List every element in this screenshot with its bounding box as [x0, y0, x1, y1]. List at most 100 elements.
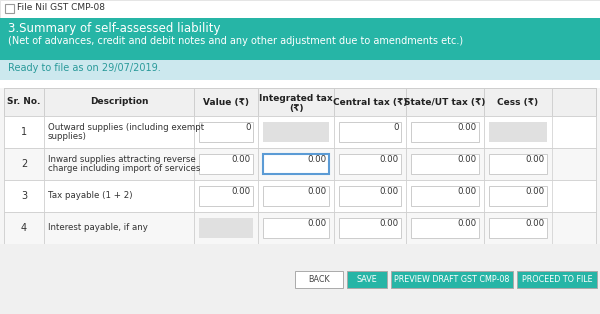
Bar — [411, 218, 479, 238]
Text: 0.00: 0.00 — [308, 219, 327, 229]
Text: 0.00: 0.00 — [526, 219, 545, 229]
Text: 0.00: 0.00 — [526, 155, 545, 165]
Bar — [199, 186, 253, 206]
Bar — [199, 154, 253, 174]
Bar — [0, 60, 600, 80]
Bar — [295, 270, 343, 288]
Bar — [4, 148, 44, 180]
Bar — [258, 180, 334, 212]
Bar — [4, 88, 596, 244]
Bar — [339, 122, 401, 142]
Bar — [339, 186, 401, 206]
Bar — [194, 88, 258, 116]
Bar — [411, 122, 479, 142]
Bar — [44, 116, 194, 148]
Text: 0.00: 0.00 — [458, 155, 477, 165]
Bar — [199, 218, 253, 238]
Bar — [4, 212, 596, 244]
Bar — [44, 212, 194, 244]
Text: 0.00: 0.00 — [308, 155, 327, 165]
Bar — [258, 212, 334, 244]
Bar — [4, 116, 44, 148]
Bar — [194, 180, 258, 212]
Bar — [4, 212, 44, 244]
Text: Central tax (₹): Central tax (₹) — [333, 98, 407, 106]
Text: Cess (₹): Cess (₹) — [497, 98, 539, 106]
Text: SAVE: SAVE — [356, 274, 377, 284]
Bar — [484, 116, 552, 148]
Bar — [0, 18, 600, 60]
Bar — [339, 154, 401, 174]
Text: 0: 0 — [245, 123, 251, 133]
Text: 0.00: 0.00 — [232, 155, 251, 165]
Text: 0: 0 — [394, 123, 399, 133]
Text: 2: 2 — [21, 159, 27, 169]
Text: (Net of advances, credit and debit notes and any other adjustment due to amendme: (Net of advances, credit and debit notes… — [8, 36, 463, 46]
Bar — [263, 186, 329, 206]
Bar — [334, 212, 406, 244]
Bar — [517, 270, 597, 288]
Text: Sr. No.: Sr. No. — [7, 98, 41, 106]
Text: Tax payable (1 + 2): Tax payable (1 + 2) — [48, 192, 133, 201]
Text: (₹): (₹) — [289, 104, 303, 113]
Text: 0.00: 0.00 — [458, 123, 477, 133]
Bar — [258, 116, 334, 148]
Text: 0.00: 0.00 — [458, 187, 477, 197]
Bar — [484, 180, 552, 212]
Text: 3: 3 — [21, 191, 27, 201]
Text: Value (₹): Value (₹) — [203, 98, 249, 106]
Bar — [489, 154, 547, 174]
Bar — [484, 88, 552, 116]
Text: File Nil GST CMP-08: File Nil GST CMP-08 — [17, 3, 105, 13]
Text: State/UT tax (₹): State/UT tax (₹) — [404, 98, 485, 106]
Text: 0.00: 0.00 — [380, 219, 399, 229]
Text: Inward supplies attracting reverse: Inward supplies attracting reverse — [48, 155, 196, 164]
Bar — [334, 116, 406, 148]
Text: Integrated tax: Integrated tax — [259, 94, 333, 103]
Text: 4: 4 — [21, 223, 27, 233]
Bar — [489, 186, 547, 206]
Text: charge including import of services: charge including import of services — [48, 164, 200, 173]
Bar — [0, 244, 600, 314]
Bar — [0, 0, 600, 18]
Bar — [258, 88, 334, 116]
Bar — [347, 270, 387, 288]
Bar — [391, 270, 513, 288]
Bar — [489, 218, 547, 238]
Bar — [0, 80, 600, 88]
Bar — [339, 218, 401, 238]
Text: 0.00: 0.00 — [308, 187, 327, 197]
Text: Description: Description — [90, 98, 148, 106]
Bar — [258, 148, 334, 180]
Bar — [484, 148, 552, 180]
Text: Interest payable, if any: Interest payable, if any — [48, 224, 148, 232]
Bar — [406, 212, 484, 244]
Text: 1: 1 — [21, 127, 27, 137]
Text: PROCEED TO FILE: PROCEED TO FILE — [521, 274, 592, 284]
Bar — [406, 88, 484, 116]
Bar — [411, 186, 479, 206]
Bar — [406, 116, 484, 148]
Bar — [334, 148, 406, 180]
Bar — [194, 212, 258, 244]
Bar — [194, 116, 258, 148]
Bar — [4, 148, 596, 180]
Bar — [4, 116, 596, 148]
Bar — [406, 148, 484, 180]
Text: Outward supplies (including exempt: Outward supplies (including exempt — [48, 123, 204, 132]
Bar — [334, 180, 406, 212]
Text: supplies): supplies) — [48, 132, 87, 141]
Bar — [4, 180, 596, 212]
Bar — [44, 88, 194, 116]
Text: Ready to file as on 29/07/2019.: Ready to file as on 29/07/2019. — [8, 63, 161, 73]
Bar — [489, 122, 547, 142]
Text: 0.00: 0.00 — [526, 187, 545, 197]
Bar — [484, 212, 552, 244]
Bar — [4, 88, 44, 116]
Text: 0.00: 0.00 — [380, 187, 399, 197]
Bar — [263, 154, 329, 174]
Bar — [263, 218, 329, 238]
Bar — [334, 88, 406, 116]
Bar — [263, 122, 329, 142]
Text: PREVIEW DRAFT GST CMP-08: PREVIEW DRAFT GST CMP-08 — [394, 274, 509, 284]
